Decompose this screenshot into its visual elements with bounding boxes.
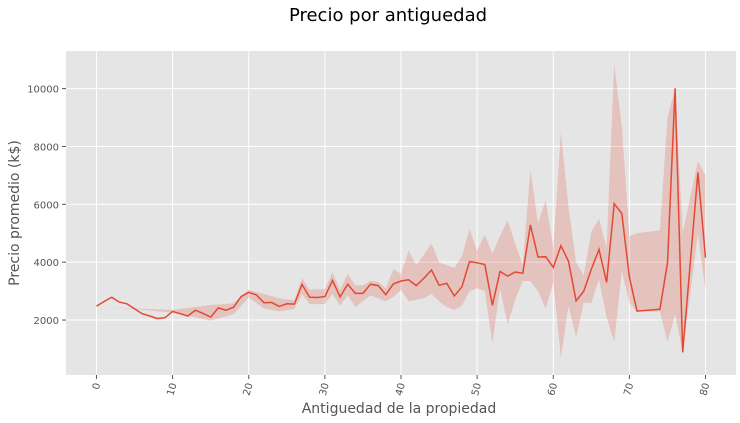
x-tick-label: 20 (242, 382, 256, 397)
x-tick-label: 70 (622, 382, 636, 397)
x-tick-label: 40 (394, 382, 408, 397)
y-axis-label: Precio promedio (k$) (7, 140, 23, 286)
x-axis-label: Antiguedad de la propiedad (302, 401, 497, 417)
x-tick-label: 30 (318, 382, 332, 397)
y-axis-ticks: 2000 4000 6000 8000 10000 (27, 85, 66, 327)
grid-lines (66, 51, 736, 375)
y-tick-label: 8000 (34, 142, 59, 153)
x-tick-label: 50 (470, 382, 484, 397)
x-axis-ticks: 0 10 20 30 40 50 60 70 80 (91, 375, 712, 397)
x-tick-label: 10 (166, 382, 180, 397)
price-line (96, 88, 707, 353)
chart-title: Precio por antiguedad (289, 5, 487, 26)
x-tick-label: 80 (699, 382, 713, 397)
y-tick-label: 4000 (34, 258, 59, 269)
x-tick-label: 60 (546, 382, 560, 397)
x-tick-label: 0 (91, 382, 103, 391)
y-tick-label: 2000 (34, 316, 59, 327)
y-tick-label: 10000 (27, 85, 59, 96)
y-tick-label: 6000 (34, 200, 59, 211)
